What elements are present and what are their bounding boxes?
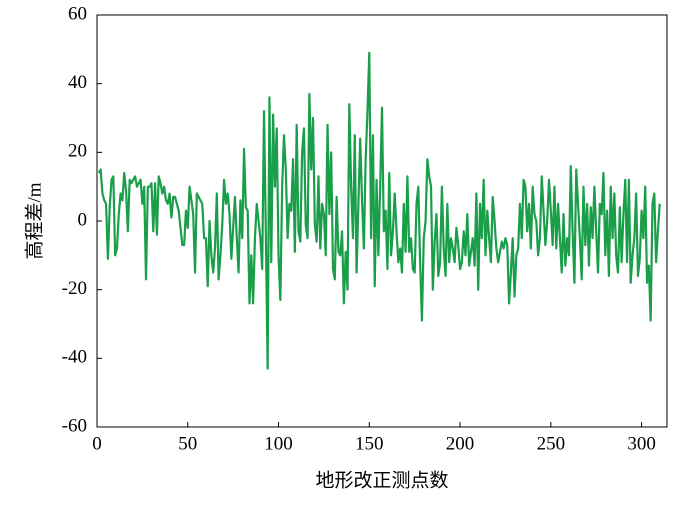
plot-frame — [96, 14, 668, 428]
y-tick-label: 0 — [78, 209, 88, 230]
data-line — [97, 51, 661, 370]
y-tick-label: -40 — [62, 347, 87, 368]
x-axis-title: 地形改正测点数 — [315, 469, 448, 491]
x-tick-label: 50 — [178, 433, 197, 454]
x-tick-label: 100 — [264, 433, 293, 454]
y-tick-label: -20 — [62, 278, 87, 299]
y-axis-title: 高程差/m — [23, 182, 45, 259]
y-tick-label: 40 — [68, 72, 87, 93]
x-tick-label: 150 — [355, 433, 384, 454]
x-tick-label: 200 — [446, 433, 475, 454]
y-tick-label: 60 — [68, 3, 87, 24]
x-tick-label: 300 — [627, 433, 656, 454]
y-tick-label: 20 — [68, 141, 87, 162]
x-tick-label: 0 — [92, 433, 102, 454]
x-tick-label: 250 — [537, 433, 566, 454]
y-tick-label: -60 — [62, 415, 87, 436]
